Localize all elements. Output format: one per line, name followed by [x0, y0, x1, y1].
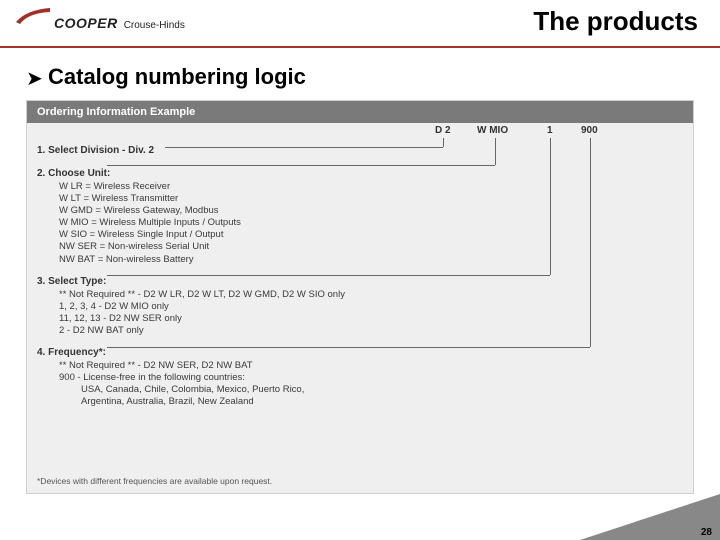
- code-part-4: 900: [581, 125, 598, 138]
- connector-line: [107, 347, 590, 348]
- footnote: *Devices with different frequencies are …: [37, 476, 272, 487]
- code-part-2: W MIO: [477, 125, 508, 138]
- section-3-body: ** Not Required ** - D2 W LR, D2 W LT, D…: [37, 289, 683, 338]
- panel-header: Ordering Information Example: [27, 101, 693, 123]
- corner-decoration: [580, 494, 720, 540]
- list-item: USA, Canada, Chile, Colombia, Mexico, Pu…: [59, 384, 683, 396]
- connector-line: [550, 138, 551, 275]
- connector-line: [495, 138, 496, 165]
- section-4-title: 4. Frequency*:: [37, 347, 683, 360]
- section-2-body: W LR = Wireless Receiver W LT = Wireless…: [37, 181, 683, 266]
- list-item: 900 - License-free in the following coun…: [59, 372, 683, 384]
- subtitle: Catalog numbering logic: [48, 64, 306, 90]
- header: COOPER Crouse-Hinds The products: [0, 0, 720, 48]
- connector-line: [165, 147, 443, 148]
- connector-line: [107, 165, 495, 166]
- connector-line: [443, 138, 444, 147]
- list-item: Argentina, Australia, Brazil, New Zealan…: [59, 396, 683, 408]
- ordering-panel: Ordering Information Example D 2 W MIO 1…: [26, 100, 694, 494]
- brand-logo: COOPER Crouse-Hinds: [16, 10, 185, 31]
- connector-line: [107, 275, 550, 276]
- logo-text-main: COOPER: [54, 15, 118, 31]
- page-title: The products: [533, 6, 698, 37]
- panel-content: D 2 W MIO 1 900 1. Select Division - Div…: [27, 123, 693, 415]
- list-item: ** Not Required ** - D2 NW SER, D2 NW BA…: [59, 360, 683, 372]
- section-3-title: 3. Select Type:: [37, 276, 683, 289]
- logo-swoosh-icon: [16, 8, 50, 26]
- page-number: 28: [701, 527, 712, 538]
- section-2-title: 2. Choose Unit:: [37, 168, 683, 181]
- connector-line: [590, 138, 591, 347]
- code-part-1: D 2: [435, 125, 451, 138]
- bullet-icon: ➤: [26, 66, 43, 91]
- code-part-3: 1: [547, 125, 553, 138]
- section-4-body: ** Not Required ** - D2 NW SER, D2 NW BA…: [37, 360, 683, 409]
- logo-text-sub: Crouse-Hinds: [124, 20, 185, 31]
